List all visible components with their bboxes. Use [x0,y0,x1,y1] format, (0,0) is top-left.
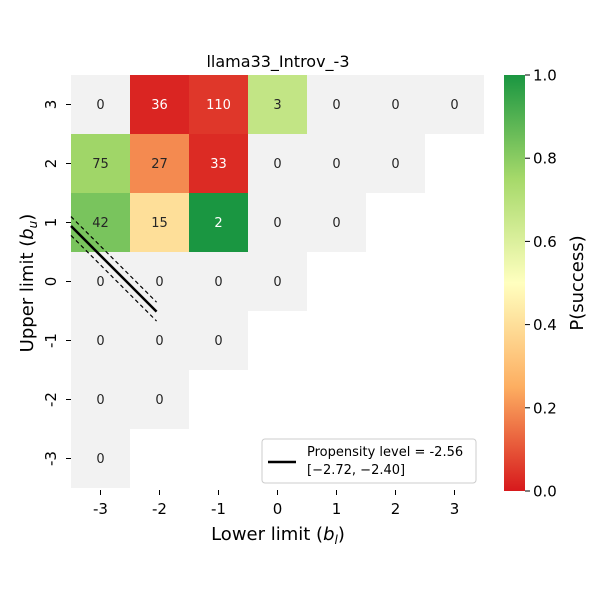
colorbar-tick-label: 0.0 [533,483,557,501]
heatmap-cell [189,134,248,193]
y-tick-label: 2 [42,159,60,169]
colorbar-tick-label: 0.4 [533,316,557,334]
legend-label: Propensity level = -2.56 [307,445,463,460]
colorbar-ticks: 0.0 0.2 0.4 0.6 0.8 1.0 [525,67,557,501]
colorbar-tick-label: 0.8 [533,150,557,168]
propensity-ci-upper-line [70,216,157,303]
heatmap-cell [130,193,189,252]
y-axis-label: Upper limit (bu) [17,214,40,353]
colorbar-label: P(success) [567,235,588,330]
cell-count-label: 0 [155,275,163,290]
cell-count-label: 0 [273,275,281,290]
cell-count-label: 0 [391,157,399,172]
chart-title: llama33_Introv_-3 [206,52,349,72]
cell-count-label: 75 [92,157,109,172]
colorbar-tick-label: 0.2 [533,399,557,417]
x-tick-label: -2 [152,500,167,518]
cell-count-label: 0 [96,393,104,408]
propensity-level-line [70,225,158,313]
heatmap-cell [130,134,189,193]
heatmap-cell [130,311,189,370]
x-axis-label: Lower limit (bl) [211,524,345,547]
y-tick-label: 3 [42,100,60,110]
heatmap-cell [71,429,130,488]
x-tick-label: 1 [332,500,342,518]
y-tick-label: 0 [42,277,60,287]
cell-count-label: 2 [214,216,222,231]
x-tick-label: 2 [391,500,401,518]
cell-count-label: 0 [214,334,222,349]
heatmap-cell [130,252,189,311]
heatmap-cell [71,193,130,252]
colorbar-tick-label: 1.0 [533,67,557,85]
cell-count-label: 36 [151,98,168,113]
cell-count-label: 3 [273,98,281,113]
cell-count-label: 110 [206,98,231,113]
y-tick-label: -2 [42,392,60,407]
heatmap-cell [248,134,307,193]
heatmap-cell [71,311,130,370]
legend: Propensity level = -2.56 [−2.72, −2.40] [261,438,477,484]
heatmap-cell [189,193,248,252]
cell-count-label: 0 [273,157,281,172]
cell-count-label: 0 [332,157,340,172]
cell-count-label: 0 [96,275,104,290]
cell-count-label: 0 [332,216,340,231]
heatmap-cell [189,311,248,370]
cell-count-label: 0 [96,452,104,467]
cell-count-label: 0 [273,216,281,231]
legend-box [261,438,477,484]
x-tick-label: -3 [93,500,108,518]
cell-count-label: 0 [214,275,222,290]
cell-count-label: 33 [210,157,227,172]
cell-count-label: 0 [155,334,163,349]
heatmap-cell [189,75,248,134]
heatmap-cell [248,75,307,134]
heatmap-cell [425,75,484,134]
heatmap-cell [189,252,248,311]
colorbar-tick-label: 0.6 [533,233,557,251]
cell-count-label: 27 [151,157,168,172]
cell-count-label: 0 [332,98,340,113]
y-axis-ticks: 3 2 1 0 -1 -2 -3 [42,100,71,466]
heatmap-cell [248,193,307,252]
heatmap-cell [71,75,130,134]
cell-count-label: 15 [151,216,168,231]
cell-count-label: 42 [92,216,109,231]
x-tick-label: 3 [450,500,460,518]
heatmap-cell [366,134,425,193]
y-tick-label: -3 [42,451,60,466]
cell-count-label: 0 [96,334,104,349]
legend-ci: [−2.72, −2.40] [307,463,405,478]
heatmap-cell [71,134,130,193]
heatmap-cell [71,370,130,429]
heatmap-cell [130,370,189,429]
heatmap-cell [307,134,366,193]
y-tick-label: -1 [42,333,60,348]
cell-count-label: 0 [450,98,458,113]
heatmap-cell [130,75,189,134]
heatmap-cell [366,75,425,134]
heatmap-cells: 0 36 110 3 0 0 0 75 27 33 0 0 0 42 15 2 0 0 0 0 0 0 0 0 0 0 0 0 [71,75,484,488]
colorbar [504,75,525,491]
x-tick-label: -1 [211,500,226,518]
propensity-lines [70,216,158,322]
y-tick-label: 1 [42,218,60,228]
heatmap-cell [307,75,366,134]
cell-count-label: 0 [391,98,399,113]
cell-count-label: 0 [96,98,104,113]
propensity-ci-lower-line [70,235,157,322]
heatmap-cell [248,252,307,311]
x-tick-label: 0 [273,500,283,518]
cell-count-label: 0 [155,393,163,408]
heatmap-cell [71,252,130,311]
x-axis-ticks: -3 -2 -1 0 1 2 3 [93,490,459,518]
heatmap-cell [307,193,366,252]
